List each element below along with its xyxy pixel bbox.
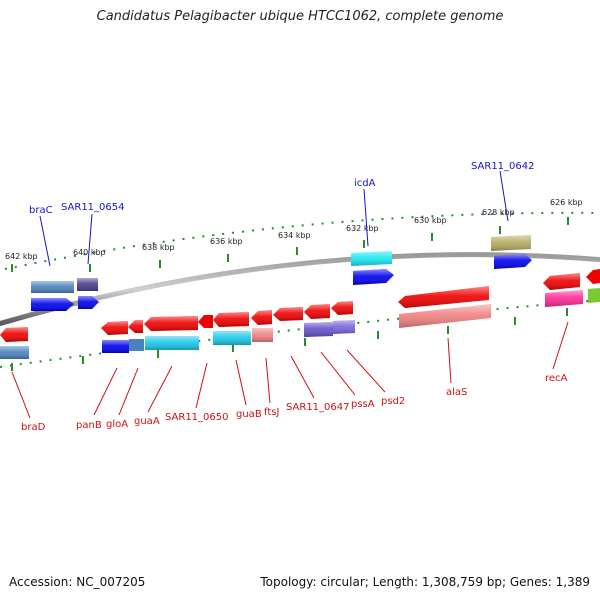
gene-feature[interactable] [78, 296, 99, 309]
scale-label: 626 kbp [550, 198, 583, 207]
scale-label: 638 kbp [142, 243, 175, 252]
gene-feature[interactable] [545, 290, 583, 307]
gene-label-bottom[interactable]: SAR11_0647 [286, 402, 350, 413]
gene-label-bottom[interactable]: pssA [351, 399, 375, 410]
gene-label-top[interactable]: icdA [354, 178, 376, 189]
gene-feature[interactable] [353, 269, 394, 285]
bottom-labels: braD panB gloA guaA SAR11_0650 guaB ftsJ… [21, 373, 568, 433]
gene-feature[interactable] [213, 331, 251, 345]
map-title: Candidatus Pelagibacter ubique HTCC1062,… [96, 9, 504, 24]
gene-feature[interactable] [144, 316, 198, 331]
gene-feature[interactable] [351, 251, 392, 266]
gene-feature[interactable] [252, 328, 273, 342]
gene-label-bottom[interactable]: ftsJ [264, 407, 279, 418]
scale-label: 636 kbp [210, 237, 243, 246]
gene-label-bottom[interactable]: alaS [446, 387, 467, 398]
gene-label-bottom[interactable]: panB [76, 420, 102, 431]
gene-feature[interactable] [213, 312, 249, 327]
gene-feature[interactable] [588, 288, 600, 303]
gene-feature[interactable] [543, 273, 580, 290]
gene-feature[interactable] [145, 336, 199, 350]
gene-feature[interactable] [128, 320, 143, 333]
gene-feature[interactable] [31, 281, 74, 293]
gene-label-bottom[interactable]: guaA [134, 416, 160, 427]
gene-feature[interactable] [77, 278, 98, 291]
bottom-strand-genes [0, 286, 491, 359]
gene-label-bottom[interactable]: braD [21, 422, 46, 433]
gene-feature[interactable] [101, 321, 128, 335]
gene-feature[interactable] [398, 286, 489, 308]
scale-label: 632 kbp [346, 224, 379, 233]
gene-feature[interactable] [273, 307, 303, 321]
scale-label: 630 kbp [414, 216, 447, 225]
gene-feature[interactable] [304, 322, 333, 337]
top-labels: braC SAR11_0654 icdA SAR11_0642 [29, 161, 535, 216]
gene-feature[interactable] [102, 340, 129, 353]
scale-label: 634 kbp [278, 231, 311, 240]
bottom-scale-major-ticks [11, 308, 568, 371]
gene-feature[interactable] [31, 298, 74, 311]
gene-label-top[interactable]: SAR11_0654 [61, 202, 125, 213]
gene-label-bottom[interactable]: SAR11_0650 [165, 412, 229, 423]
gene-label-bottom[interactable]: gloA [106, 419, 128, 430]
gene-feature[interactable] [304, 304, 330, 319]
topology-text: Topology: circular; Length: 1,308,759 bp… [260, 575, 590, 589]
top-scale-major-ticks [11, 217, 569, 272]
gene-feature[interactable] [586, 269, 600, 284]
gene-label-bottom[interactable]: guaB [236, 409, 262, 420]
gene-feature[interactable] [331, 301, 353, 315]
gene-feature[interactable] [251, 310, 272, 325]
gene-feature[interactable] [129, 339, 144, 351]
scale-label: 628 kbp [482, 208, 515, 217]
gene-label-bottom[interactable]: psd2 [381, 396, 405, 407]
bottom-leader-lines [11, 321, 569, 419]
gene-feature[interactable] [333, 320, 355, 334]
gene-label-top[interactable]: SAR11_0642 [471, 161, 535, 172]
accession-text: Accession: NC_007205 [9, 575, 146, 589]
top-leader-lines [39, 170, 509, 267]
gene-feature[interactable] [494, 254, 532, 269]
gene-feature[interactable] [0, 346, 29, 359]
gene-label-bottom[interactable]: recA [545, 373, 568, 384]
gene-feature[interactable] [491, 235, 531, 251]
gene-label-top[interactable]: braC [29, 205, 53, 216]
gene-feature[interactable] [198, 315, 213, 328]
gene-feature[interactable] [399, 304, 491, 328]
scale-label: 642 kbp [5, 252, 38, 261]
top-strand-genes [31, 235, 600, 311]
gene-feature[interactable] [0, 327, 28, 342]
